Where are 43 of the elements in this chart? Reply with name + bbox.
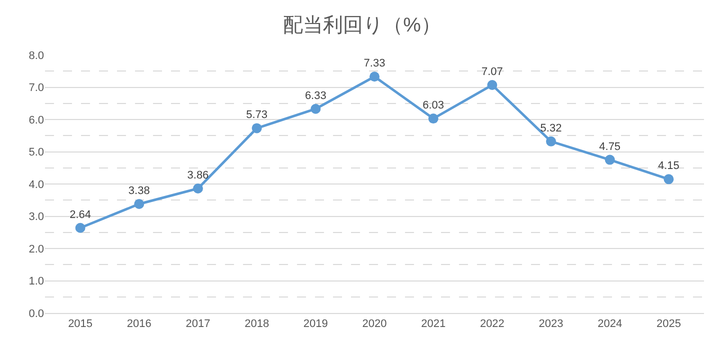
data-label: 5.73: [246, 109, 268, 122]
x-tick-label: 2018: [244, 318, 270, 330]
y-tick-label: 0.0: [28, 308, 44, 320]
x-tick-label: 2015: [68, 318, 93, 330]
point: [192, 184, 203, 194]
x-tick-label: 2022: [480, 318, 504, 330]
data-label: 6.33: [304, 90, 326, 102]
y-tick-label: 3.0: [28, 211, 44, 224]
y-tick-label: 8.0: [28, 50, 44, 62]
y-tick-label: 1.0: [28, 276, 44, 288]
data-label: 7.33: [364, 58, 386, 70]
y-tick-label: 4.0: [28, 178, 44, 191]
data-label: 7.07: [481, 66, 503, 78]
point: [75, 222, 86, 233]
x-tick-label: 2017: [186, 318, 210, 330]
point: [428, 114, 438, 124]
point: [134, 199, 144, 209]
point: [252, 123, 262, 134]
chart-title: 配当利回り（%）: [283, 14, 441, 36]
y-tick-label: 2.0: [28, 243, 44, 256]
data-label: 6.03: [422, 100, 444, 112]
x-tick-label: 2016: [126, 318, 152, 330]
x-tick-label: 2024: [598, 318, 622, 330]
point: [487, 80, 498, 90]
x-tick-label: 2020: [362, 318, 387, 330]
data-label: 3.38: [128, 185, 150, 197]
point: [310, 104, 321, 114]
point: [604, 154, 615, 165]
data-label: 2.64: [70, 208, 92, 221]
x-tick-label: 2021: [421, 318, 446, 330]
point: [370, 72, 380, 82]
data-label: 4.15: [658, 160, 680, 172]
y-tick-label: 5.0: [28, 146, 44, 159]
x-tick-label: 2025: [656, 318, 681, 330]
data-label: 4.75: [599, 140, 621, 153]
y-tick-label: 6.0: [28, 114, 44, 126]
x-tick-label: 2019: [303, 318, 328, 330]
y-tick-label: 7.0: [28, 82, 44, 94]
point: [546, 136, 556, 146]
x-tick-label: 2023: [538, 318, 564, 330]
data-label: 5.32: [540, 122, 562, 134]
data-label: 3.86: [187, 170, 209, 182]
point: [664, 174, 674, 184]
